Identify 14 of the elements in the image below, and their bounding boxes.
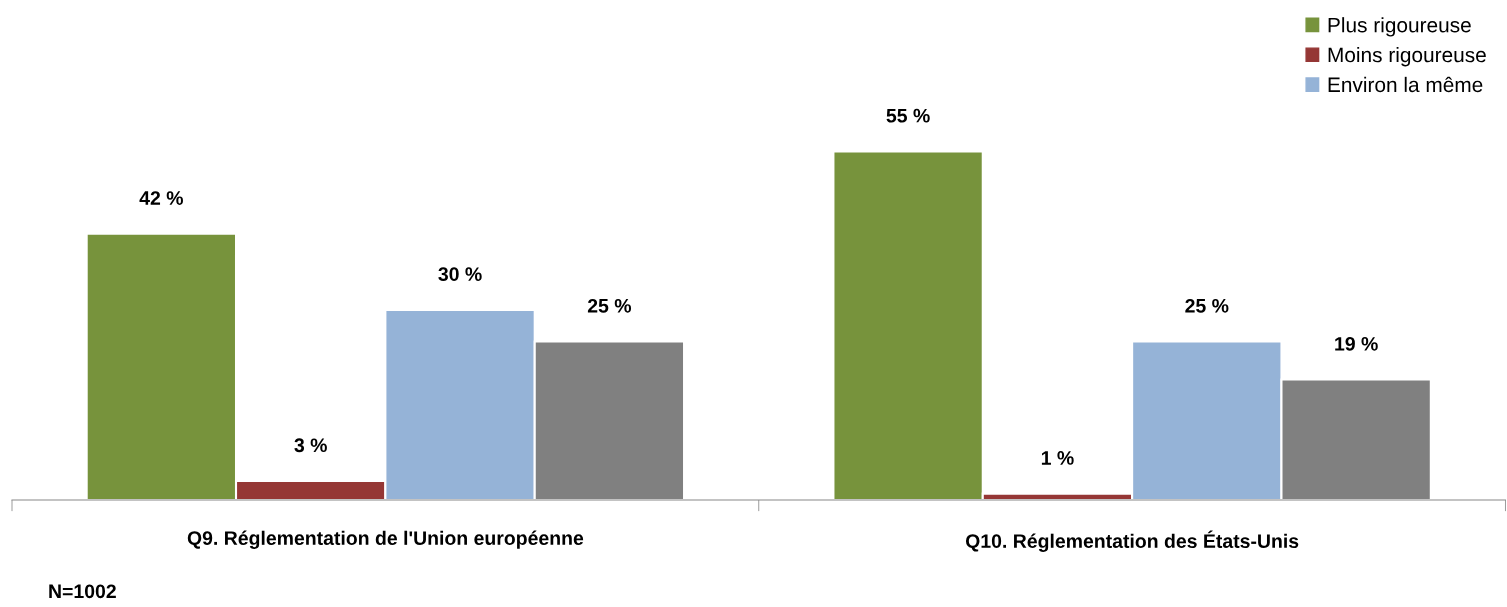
data-label: 42 % <box>139 191 183 205</box>
legend-label: Environ la même <box>1328 76 1483 93</box>
text: N=1002 <box>49 584 116 599</box>
data-label: 25 % <box>587 298 632 313</box>
data-label: 3 % <box>294 438 327 453</box>
x-tick-label: Q9. Réglementation de l'Union européenne <box>187 530 584 549</box>
data-label: 19 % <box>1335 336 1378 351</box>
legend-label: Moins rigoureuse <box>1328 46 1486 67</box>
data-label: 55 % <box>886 108 930 123</box>
x-tick-label: Q10. Réglementation des États-Unis <box>965 530 1299 552</box>
legend-label: Plus rigoureuse <box>1328 17 1471 37</box>
data-label: 25 % <box>1185 298 1229 313</box>
data-label: 30 % <box>438 267 482 282</box>
data-label: 1 % <box>1041 451 1074 465</box>
